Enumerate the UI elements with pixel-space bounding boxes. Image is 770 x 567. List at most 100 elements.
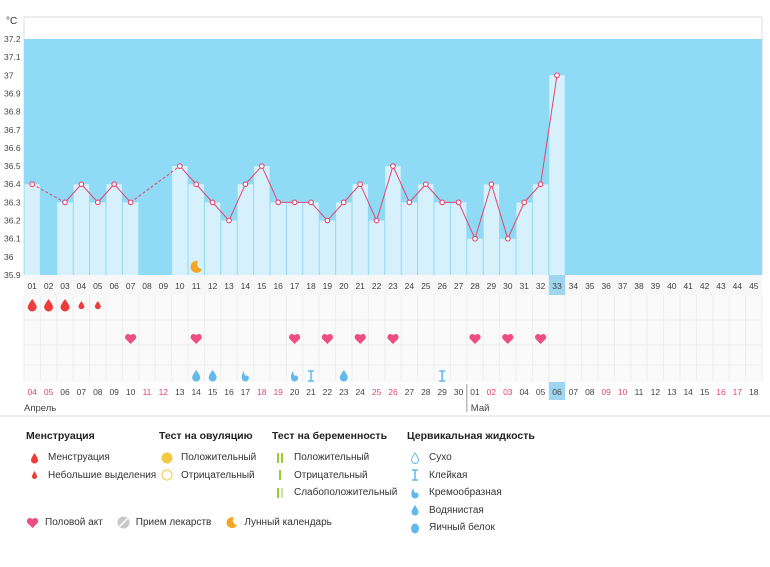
- y-tick-label: 36.9: [4, 88, 21, 98]
- temperature-line-segment: [310, 202, 328, 221]
- faint-stripe-icon: [272, 487, 288, 499]
- temperature-bar: [467, 238, 483, 275]
- legend-medication-label: Прием лекарств: [135, 517, 212, 528]
- legend-moon-label: Лунный календарь: [244, 517, 332, 528]
- temperature-point: [504, 235, 511, 242]
- temperature-bar: [450, 202, 467, 275]
- cycle-day-label: 35: [585, 281, 595, 291]
- temperature-line-segment: [64, 183, 82, 203]
- temperature-point: [406, 199, 413, 206]
- temperature-line-segment: [31, 183, 66, 203]
- temperature-line-segment: [523, 183, 541, 203]
- date-label: 24: [355, 387, 365, 397]
- watery-icon: [208, 370, 217, 382]
- today-highlight: [548, 382, 566, 400]
- temperature-point: [554, 72, 560, 79]
- temperature-bar: [434, 202, 450, 275]
- heart-icon: [354, 334, 366, 344]
- temperature-bar: [500, 238, 516, 275]
- cycle-day-label: 42: [700, 281, 710, 291]
- y-tick-label: 37.2: [4, 34, 21, 44]
- legend-pregnancy-faint: Слабоположительный: [294, 487, 398, 499]
- date-label: 12: [159, 387, 169, 397]
- cycle-day-label: 37: [618, 281, 628, 291]
- cycle-day-label: 14: [241, 281, 251, 291]
- temperature-line-segment: [327, 202, 345, 221]
- heart-icon: [190, 334, 202, 344]
- cycle-day-label: 41: [683, 281, 693, 291]
- heart-icon: [26, 517, 39, 529]
- temperature-bar: [172, 166, 188, 275]
- temperature-line-segment: [113, 183, 131, 203]
- y-tick-label: 36.4: [4, 179, 21, 189]
- cycle-day-label: 15: [257, 281, 267, 291]
- date-label: 28: [421, 387, 431, 397]
- legend-medication: Прием лекарств: [117, 516, 212, 529]
- date-label: 29: [437, 387, 447, 397]
- menstruation-drop-icon: [78, 301, 85, 310]
- cycle-day-label: 12: [208, 281, 218, 291]
- watery-icon: [407, 504, 423, 516]
- cycle-day-label: 43: [716, 281, 726, 291]
- legend-pregnancy-positive: Положительный: [294, 452, 370, 464]
- positive-circle-icon: [159, 452, 175, 464]
- temperature-point: [94, 199, 101, 206]
- date-label: 02: [487, 387, 497, 397]
- cycle-day-label: 33: [552, 281, 562, 291]
- date-label: 16: [224, 387, 234, 397]
- y-tick-label: 36.6: [4, 143, 21, 153]
- temperature-bar: [516, 202, 532, 275]
- legend-menstruation-item: Менструация: [48, 452, 110, 464]
- legend-ovulation-test: Тест на овуляцию Положительный Отрицател…: [159, 430, 256, 484]
- date-label: 06: [552, 387, 562, 397]
- heart-icon: [469, 334, 481, 344]
- temperature-point: [242, 181, 249, 188]
- date-label: 10: [618, 387, 628, 397]
- legend-pregnancy-title: Тест на беременность: [272, 430, 388, 442]
- temperature-bar: [385, 166, 401, 275]
- temperature-point: [29, 181, 36, 188]
- legend-cervical-title: Цервикальная жидкость: [407, 430, 535, 442]
- cycle-day-label: 23: [388, 281, 398, 291]
- date-label: 09: [109, 387, 119, 397]
- creamy-icon: [407, 487, 423, 499]
- temperature-bar: [303, 202, 319, 275]
- date-label: 09: [601, 387, 611, 397]
- temperature-line-segment: [490, 184, 509, 239]
- bbt-chart: °C 37.2 37.1 37 36.9 36.8 36.7 36.6 36.5 36.4 36.3…: [0, 16, 770, 417]
- cycle-day-label: 13: [224, 281, 234, 291]
- cycle-day-label: 40: [667, 281, 677, 291]
- temperature-point: [111, 181, 118, 188]
- temperature-point: [193, 181, 200, 188]
- legend-fluid-creamy: Кремообразная: [429, 487, 502, 499]
- temperature-line-segment: [130, 165, 181, 203]
- date-label: 26: [388, 387, 398, 397]
- legend-fluid-dry: Сухо: [429, 452, 452, 464]
- single-stripe-icon: [272, 469, 288, 481]
- y-tick-label: 37.1: [4, 52, 21, 62]
- temperature-point: [209, 199, 216, 206]
- cycle-day-label: 44: [733, 281, 743, 291]
- temperature-line-segment: [343, 183, 361, 203]
- temperature-point: [357, 181, 364, 188]
- date-label: 20: [290, 387, 300, 397]
- legend-ovulation-positive: Положительный: [181, 452, 257, 464]
- date-label: 18: [749, 387, 759, 397]
- legend-menstruation: Менструация Менструация Небольшие выделе…: [26, 430, 156, 484]
- cycle-day-label: 08: [142, 281, 152, 291]
- dry-icon: [407, 451, 423, 464]
- cycle-day-label: 04: [77, 281, 87, 291]
- temperature-line-segment: [195, 183, 213, 203]
- temperature-bar: [368, 220, 385, 275]
- cycle-day-label: 24: [405, 281, 415, 291]
- date-label: 17: [733, 387, 743, 397]
- cycle-day-label: 38: [634, 281, 644, 291]
- temperature-point: [62, 199, 68, 206]
- cycle-day-label: 36: [601, 281, 611, 291]
- sticky-icon: [407, 469, 423, 481]
- date-label: 14: [191, 387, 201, 397]
- temperature-point: [258, 163, 265, 169]
- cycle-day-label: 10: [175, 281, 185, 291]
- cycle-day-label: 01: [27, 281, 37, 291]
- cycle-day-label: 09: [159, 281, 169, 291]
